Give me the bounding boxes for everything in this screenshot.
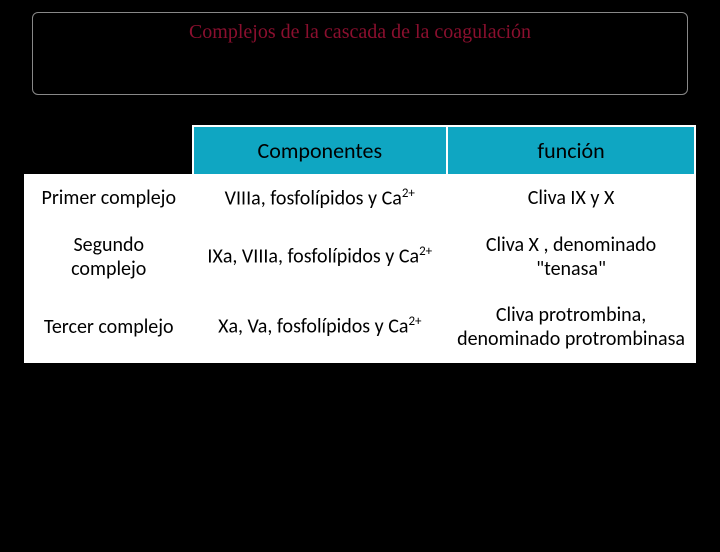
row-label: Tercer complejo — [25, 292, 193, 362]
title-panel: Complejos de la cascada de la coagulació… — [32, 12, 688, 95]
cell-funcion: Cliva X , denominado "tenasa" — [447, 222, 695, 292]
header-funcion: función — [447, 126, 695, 175]
cell-componentes: Xa, Va, fosfolípidos y Ca2+ — [193, 292, 448, 362]
row-label: Segundo complejo — [25, 222, 193, 292]
table-header-row: Componentes función — [25, 126, 695, 175]
superscript: 2+ — [419, 244, 432, 259]
superscript: 2+ — [408, 314, 421, 329]
page-title: Complejos de la cascada de la coagulació… — [189, 21, 531, 43]
cell-funcion: Cliva protrombina, denominado protrombin… — [447, 292, 695, 362]
table-row: Tercer complejo Xa, Va, fosfolípidos y C… — [25, 292, 695, 362]
header-componentes: Componentes — [193, 126, 448, 175]
superscript: 2+ — [402, 186, 415, 201]
header-blank — [25, 126, 193, 175]
cell-funcion: Cliva IX y X — [447, 175, 695, 222]
cell-text: Xa, Va, fosfolípidos y Ca — [218, 315, 408, 339]
cell-text: VIIIa, fosfolípidos y Ca — [225, 187, 402, 211]
cell-text: IXa, VIIIa, fosfolípidos y Ca — [207, 245, 419, 269]
coagulation-table: Componentes función Primer complejo VIII… — [24, 125, 696, 363]
table-row: Primer complejo VIIIa, fosfolípidos y Ca… — [25, 175, 695, 222]
cell-componentes: VIIIa, fosfolípidos y Ca2+ — [193, 175, 448, 222]
table-row: Segundo complejo IXa, VIIIa, fosfolípido… — [25, 222, 695, 292]
cell-componentes: IXa, VIIIa, fosfolípidos y Ca2+ — [193, 222, 448, 292]
table-container: Componentes función Primer complejo VIII… — [24, 125, 696, 363]
row-label: Primer complejo — [25, 175, 193, 222]
